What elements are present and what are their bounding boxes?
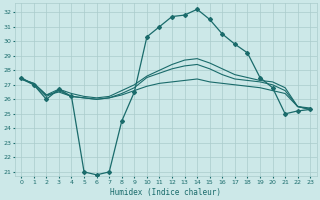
X-axis label: Humidex (Indice chaleur): Humidex (Indice chaleur)	[110, 188, 221, 197]
